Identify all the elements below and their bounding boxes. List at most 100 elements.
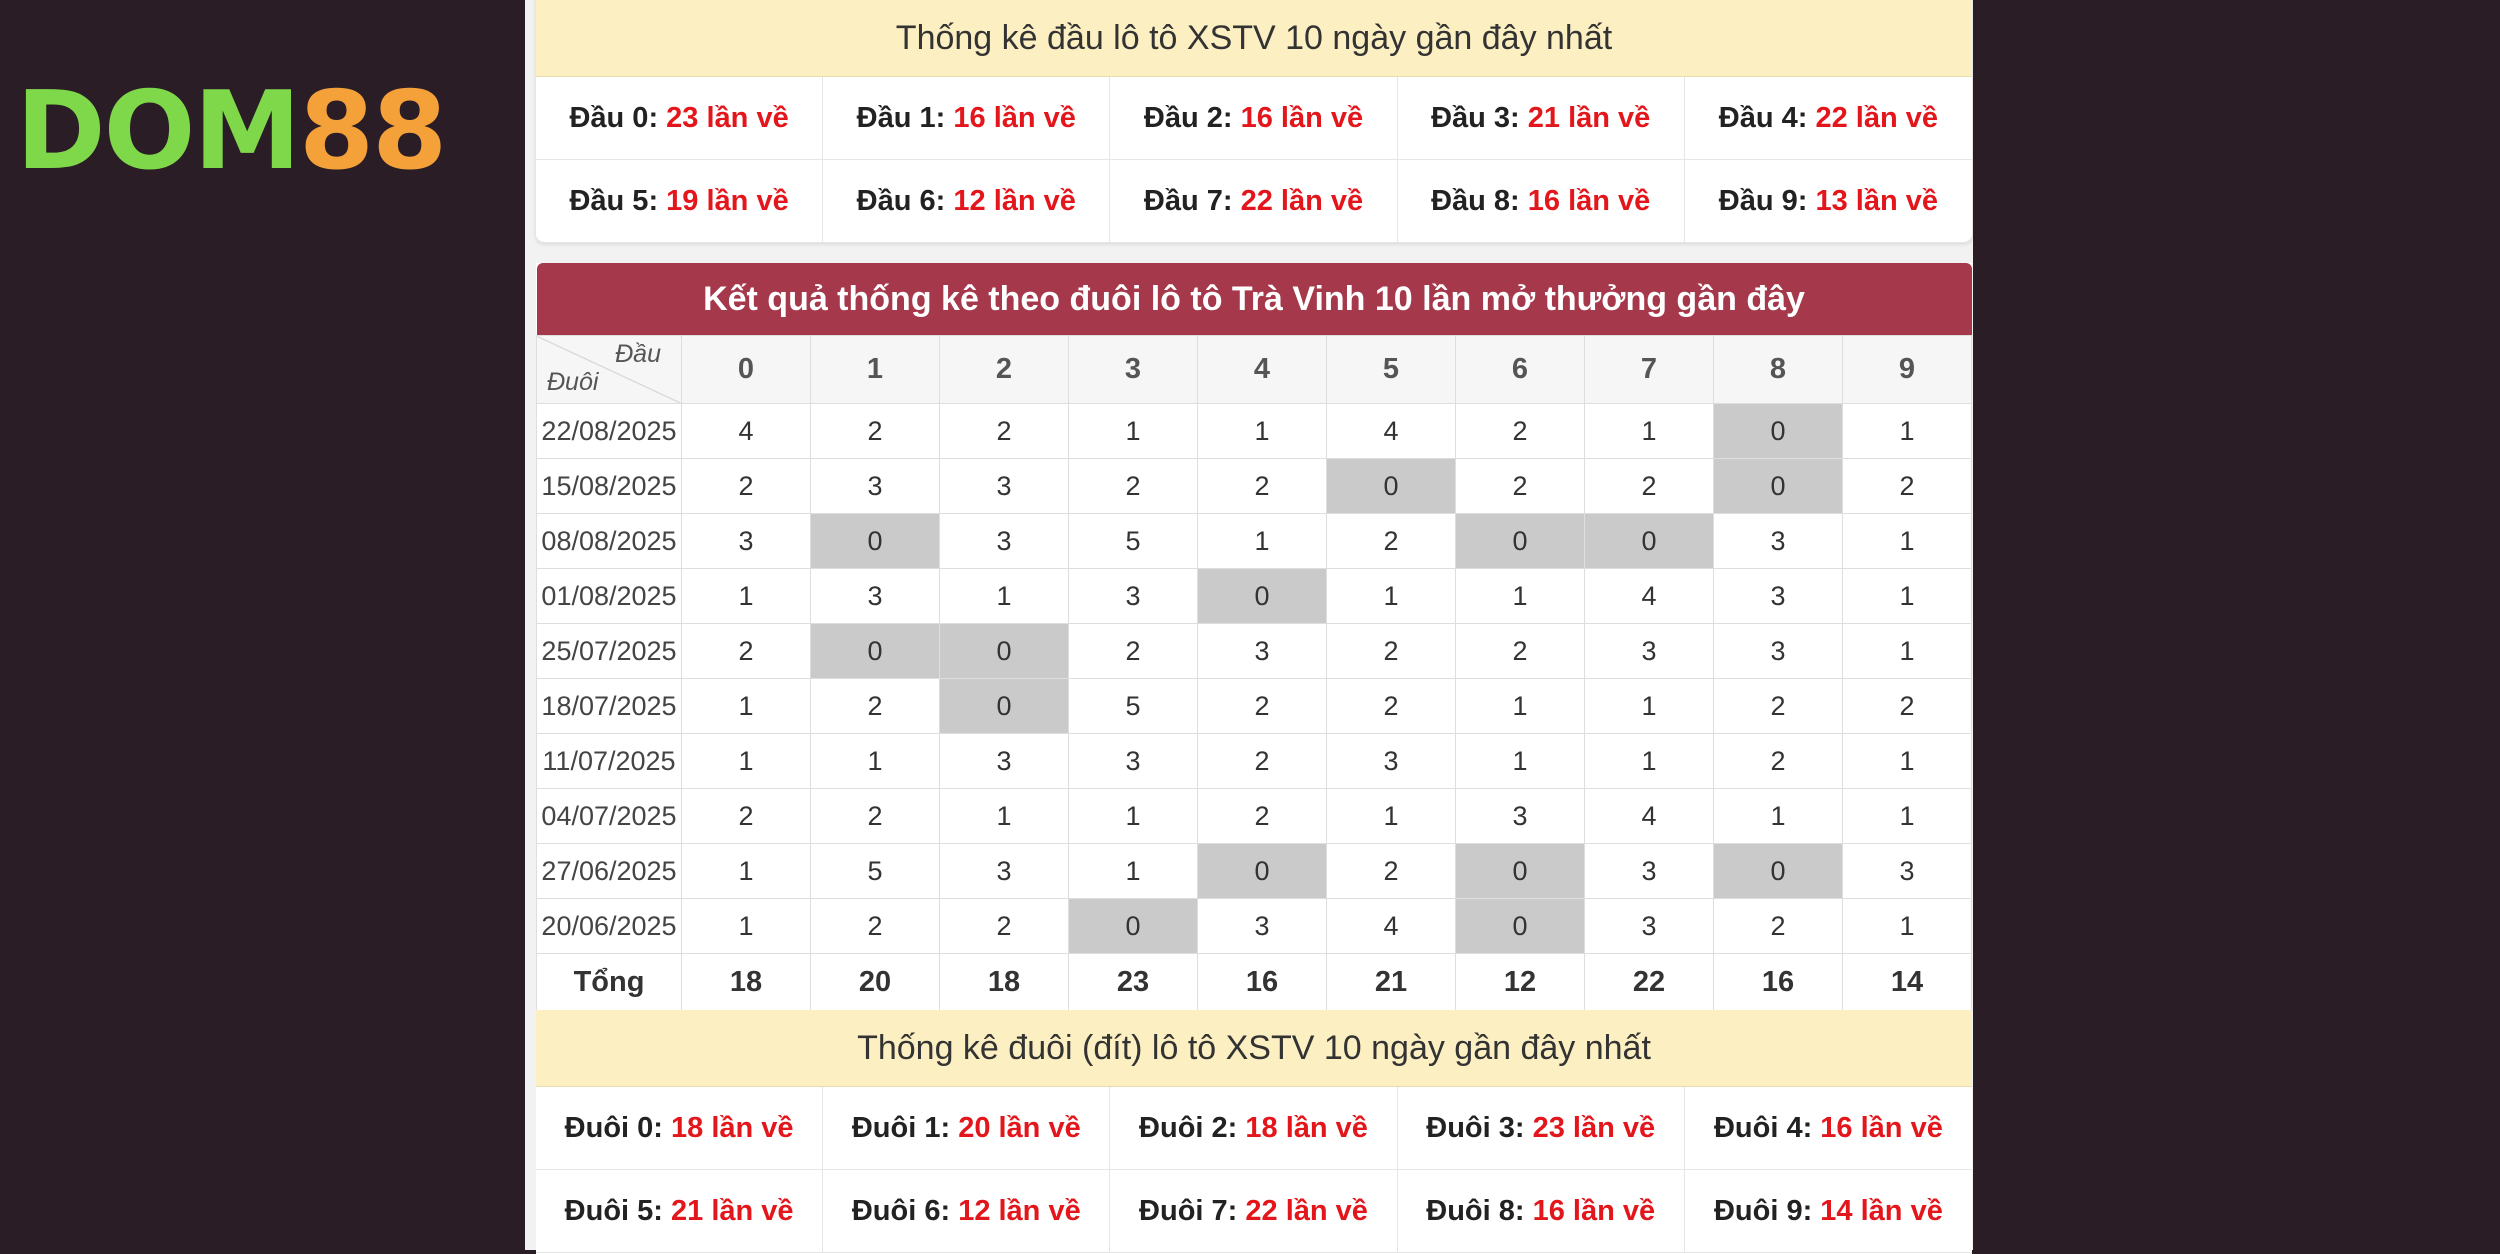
value-cell: 3 [939,733,1069,789]
stat-label: Đầu 8: [1431,185,1520,217]
stat-count: 16 lần về [1532,1195,1656,1227]
duoi-stat-cell: Đuôi 1: 20 lần về [823,1087,1111,1170]
value-cell: 1 [1326,788,1456,844]
value-cell: 1 [1455,678,1585,734]
stat-label: Đuôi 5: [564,1195,663,1227]
value-cell: 1 [681,568,811,624]
stat-count: 22 lần về [1815,102,1939,134]
stat-label: Đuôi 0: [564,1112,663,1144]
value-cell: 3 [1584,898,1714,954]
value-cell: 4 [1326,898,1456,954]
stat-label: Đuôi 2: [1139,1112,1238,1144]
stat-count: 18 lần về [1245,1112,1368,1144]
column-header: 2 [939,335,1069,404]
row-date: 20/06/2025 [536,898,682,954]
stat-label: Đầu 5: [569,185,659,217]
value-cell: 1 [1455,568,1585,624]
stat-count: 16 lần về [953,102,1076,134]
duoi-stat-cell: Đuôi 3: 23 lần về [1397,1087,1685,1170]
dau-stats-card: Thống kê đầu lô tô XSTV 10 ngày gần đây … [536,0,1972,243]
value-cell: 3 [1197,623,1327,679]
total-cell: 16 [1197,953,1327,1012]
brand-logo[interactable]: DOM88 [16,78,447,186]
total-cell: 18 [681,953,811,1012]
dau-stat-cell: Đầu 8: 16 lần về [1397,160,1685,243]
value-cell: 2 [1713,898,1843,954]
value-cell: 4 [1326,403,1456,459]
row-date: 25/07/2025 [536,623,682,679]
value-cell: 3 [1068,568,1198,624]
stat-label: Đầu 9: [1718,185,1808,217]
stat-count: 16 lần về [1240,102,1364,134]
dau-stat-cell: Đầu 1: 16 lần về [823,77,1111,160]
table-row: 01/08/2025 1 3 1 3 0 1 1 4 3 1 [536,568,1972,624]
duoi-stat-cell: Đuôi 5: 21 lần về [536,1170,824,1253]
total-cell: 20 [810,953,940,1012]
value-cell: 2 [939,898,1069,954]
value-cell: 2 [1584,458,1714,514]
logo-text-88: 88 [298,69,447,194]
value-cell: 0 [1326,458,1456,514]
value-cell: 2 [681,458,811,514]
stat-label: Đầu 4: [1718,102,1808,134]
value-cell: 3 [1197,898,1327,954]
stat-count: 19 lần về [666,185,789,217]
column-header: 9 [1842,335,1972,404]
value-cell: 3 [1842,843,1972,899]
result-table: Kết quả thống kê theo đuôi lô tô Trà Vin… [536,263,1972,1012]
column-header: 5 [1326,335,1456,404]
stat-count: 23 lần về [1532,1112,1656,1144]
duoi-stats-card: Thống kê đuôi (đít) lô tô XSTV 10 ngày g… [536,1010,1972,1254]
value-cell: 3 [939,458,1069,514]
row-date: 08/08/2025 [536,513,682,569]
stat-count: 12 lần về [953,185,1076,217]
value-cell: 0 [1713,403,1843,459]
table-row: 08/08/2025 3 0 3 5 1 2 0 0 3 1 [536,513,1972,569]
value-cell: 3 [939,513,1069,569]
stat-label: Đuôi 6: [851,1195,951,1227]
result-table-title: Kết quả thống kê theo đuôi lô tô Trà Vin… [536,263,1972,336]
dau-stat-cell: Đầu 3: 21 lần về [1397,77,1685,160]
dau-stat-cell: Đầu 0: 23 lần về [536,77,824,160]
stat-count: 21 lần về [671,1195,794,1227]
value-cell: 0 [1455,898,1585,954]
value-cell: 1 [1842,568,1972,624]
value-cell: 5 [1068,678,1198,734]
value-cell: 2 [1326,623,1456,679]
total-cell: 12 [1455,953,1585,1012]
row-date: 11/07/2025 [536,733,682,789]
value-cell: 2 [1197,788,1327,844]
value-cell: 2 [1197,458,1327,514]
stat-label: Đầu 3: [1431,102,1520,134]
dau-stat-cell: Đầu 9: 13 lần về [1684,160,1972,243]
corner-header-cell: Đầu Đuôi [536,335,682,404]
value-cell: 0 [939,623,1069,679]
row-date: 01/08/2025 [536,568,682,624]
value-cell: 1 [1197,513,1327,569]
value-cell: 3 [939,843,1069,899]
value-cell: 3 [1713,568,1843,624]
value-cell: 3 [1326,733,1456,789]
value-cell: 5 [810,843,940,899]
table-row: 27/06/2025 1 5 3 1 0 2 0 3 0 3 [536,843,1972,899]
duoi-stat-cell: Đuôi 7: 22 lần về [1110,1170,1398,1253]
dau-stat-cell: Đầu 7: 22 lần về [1110,160,1398,243]
dau-stat-cell: Đầu 6: 12 lần về [823,160,1111,243]
stat-count: 16 lần về [1820,1112,1943,1144]
stat-label: Đầu 6: [856,185,946,217]
value-cell: 4 [1584,568,1714,624]
value-cell: 0 [1197,568,1327,624]
value-cell: 3 [1584,623,1714,679]
value-cell: 2 [1713,733,1843,789]
value-cell: 1 [1842,623,1972,679]
value-cell: 2 [1326,843,1456,899]
stat-label: Đuôi 9: [1713,1195,1813,1227]
table-row: 04/07/2025 2 2 1 1 2 1 3 4 1 1 [536,788,1972,844]
stat-count: 20 lần về [958,1112,1081,1144]
total-cell: 14 [1842,953,1972,1012]
duoi-stat-cell: Đuôi 8: 16 lần về [1397,1170,1685,1253]
duoi-stat-cell: Đuôi 9: 14 lần về [1684,1170,1972,1253]
stat-label: Đuôi 7: [1139,1195,1238,1227]
stat-count: 13 lần về [1815,185,1939,217]
value-cell: 1 [1842,403,1972,459]
